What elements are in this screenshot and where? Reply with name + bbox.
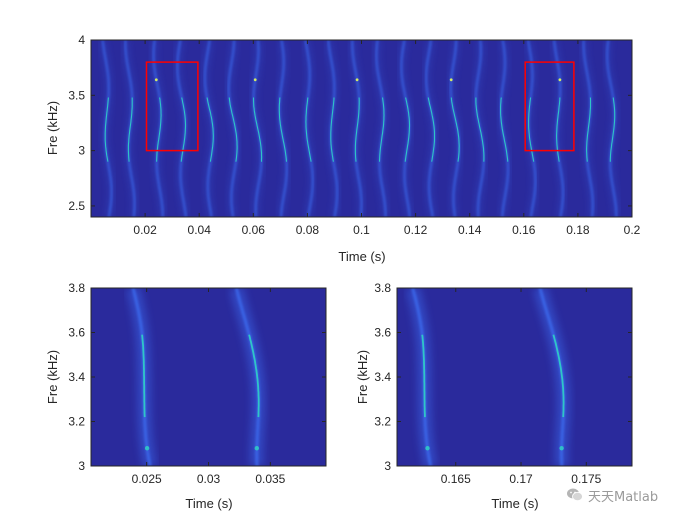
ridge-layer (101, 40, 618, 217)
x-tick-label: 0.03 (197, 472, 221, 486)
x-tick-label: 0.08 (296, 223, 320, 237)
ridge-core (475, 97, 485, 162)
ridge-core (404, 97, 411, 162)
ridge-core (104, 97, 109, 162)
x-tick-label: 0.06 (242, 223, 266, 237)
ridge-core (278, 97, 288, 162)
x-tick-label: 0.165 (441, 472, 471, 486)
x-tick-label: 0.02 (133, 223, 157, 237)
right-y-axis-label: Fre (kHz) (355, 350, 370, 404)
zoom-box (524, 61, 575, 152)
spectrogram-background (397, 288, 632, 466)
ridge-core (552, 334, 565, 418)
top-y-axis-label: Fre (kHz) (45, 101, 60, 155)
y-tick-label: 3.8 (374, 281, 391, 295)
x-tick-label: 0.17 (509, 472, 533, 486)
ridge-layer (126, 288, 266, 466)
ridge-spot (144, 446, 150, 451)
ridge-core (252, 97, 263, 162)
y-tick-label: 3.2 (374, 415, 391, 429)
x-tick-label: 0.14 (458, 223, 482, 237)
ridge-core (248, 334, 260, 418)
ridge-spot (253, 78, 257, 82)
ridge-core (127, 97, 133, 162)
y-tick-label: 3.6 (68, 326, 85, 340)
x-tick-label: 0.175 (571, 472, 601, 486)
left-y-axis-label: Fre (kHz) (45, 350, 60, 404)
ridge-spot (355, 78, 359, 82)
ridge-core (450, 97, 460, 162)
x-tick-label: 0.2 (624, 223, 641, 237)
zoom-box (145, 61, 199, 152)
ridge-core (421, 334, 426, 418)
ridge-spot (559, 446, 564, 451)
y-tick-label: 4 (78, 33, 85, 47)
y-tick-label: 3.5 (68, 88, 85, 102)
ridge-core (228, 97, 238, 162)
ridge-layer (405, 288, 571, 466)
ridge-spot (558, 78, 562, 82)
ridge-core (500, 97, 509, 162)
ridge-core (305, 97, 312, 162)
watermark-text: 天天Matlab (588, 489, 659, 505)
ridge-spot (425, 446, 430, 451)
y-tick-label: 3.4 (374, 370, 391, 384)
ridge-core (354, 97, 360, 162)
ridge-core (586, 97, 592, 162)
y-tick-label: 3.8 (68, 281, 85, 295)
spectrogram-zoom-right: Fre (kHz) Time (s) 0.165 0.17 0.175 3 3.2 3.4… (355, 281, 633, 511)
ridge-core (330, 97, 335, 162)
x-tick-label: 0.16 (512, 223, 536, 237)
ridge-core (141, 334, 146, 418)
y-tick-label: 3.6 (374, 326, 391, 340)
watermark: 天天Matlab (566, 485, 658, 505)
ridge-spot (449, 78, 453, 82)
y-tick-label: 3 (78, 459, 85, 473)
y-tick-label: 3 (78, 144, 85, 158)
wechat-icon (567, 488, 583, 502)
x-tick-label: 0.04 (188, 223, 212, 237)
ridge-core (609, 97, 616, 162)
ridge-spot (254, 446, 259, 451)
x-tick-label: 0.18 (566, 223, 590, 237)
left-x-axis-label: Time (s) (185, 496, 232, 511)
top-x-axis-label: Time (s) (338, 249, 385, 264)
x-tick-label: 0.025 (132, 472, 162, 486)
ridge-core (206, 97, 214, 162)
spectrogram-zoom-left: Fre (kHz) Time (s) 0.025 0.03 0.035 3 3.2 3.4… (45, 281, 327, 511)
ridge-core (378, 97, 385, 162)
ridge-core (427, 97, 436, 162)
x-tick-label: 0.035 (255, 472, 285, 486)
ridge-spot (154, 78, 158, 82)
y-tick-label: 2.5 (68, 199, 85, 213)
x-tick-label: 0.12 (404, 223, 428, 237)
spectrogram-background (91, 288, 326, 466)
x-tick-label: 0.1 (353, 223, 370, 237)
y-tick-label: 3 (384, 459, 391, 473)
spectrogram-top: Fre (kHz) Time (s) 0.02 0.04 0.06 0.08 0.1 0.… (45, 33, 641, 264)
y-tick-label: 3.2 (68, 415, 85, 429)
right-x-axis-label: Time (s) (491, 496, 538, 511)
y-tick-label: 3.4 (68, 370, 85, 384)
